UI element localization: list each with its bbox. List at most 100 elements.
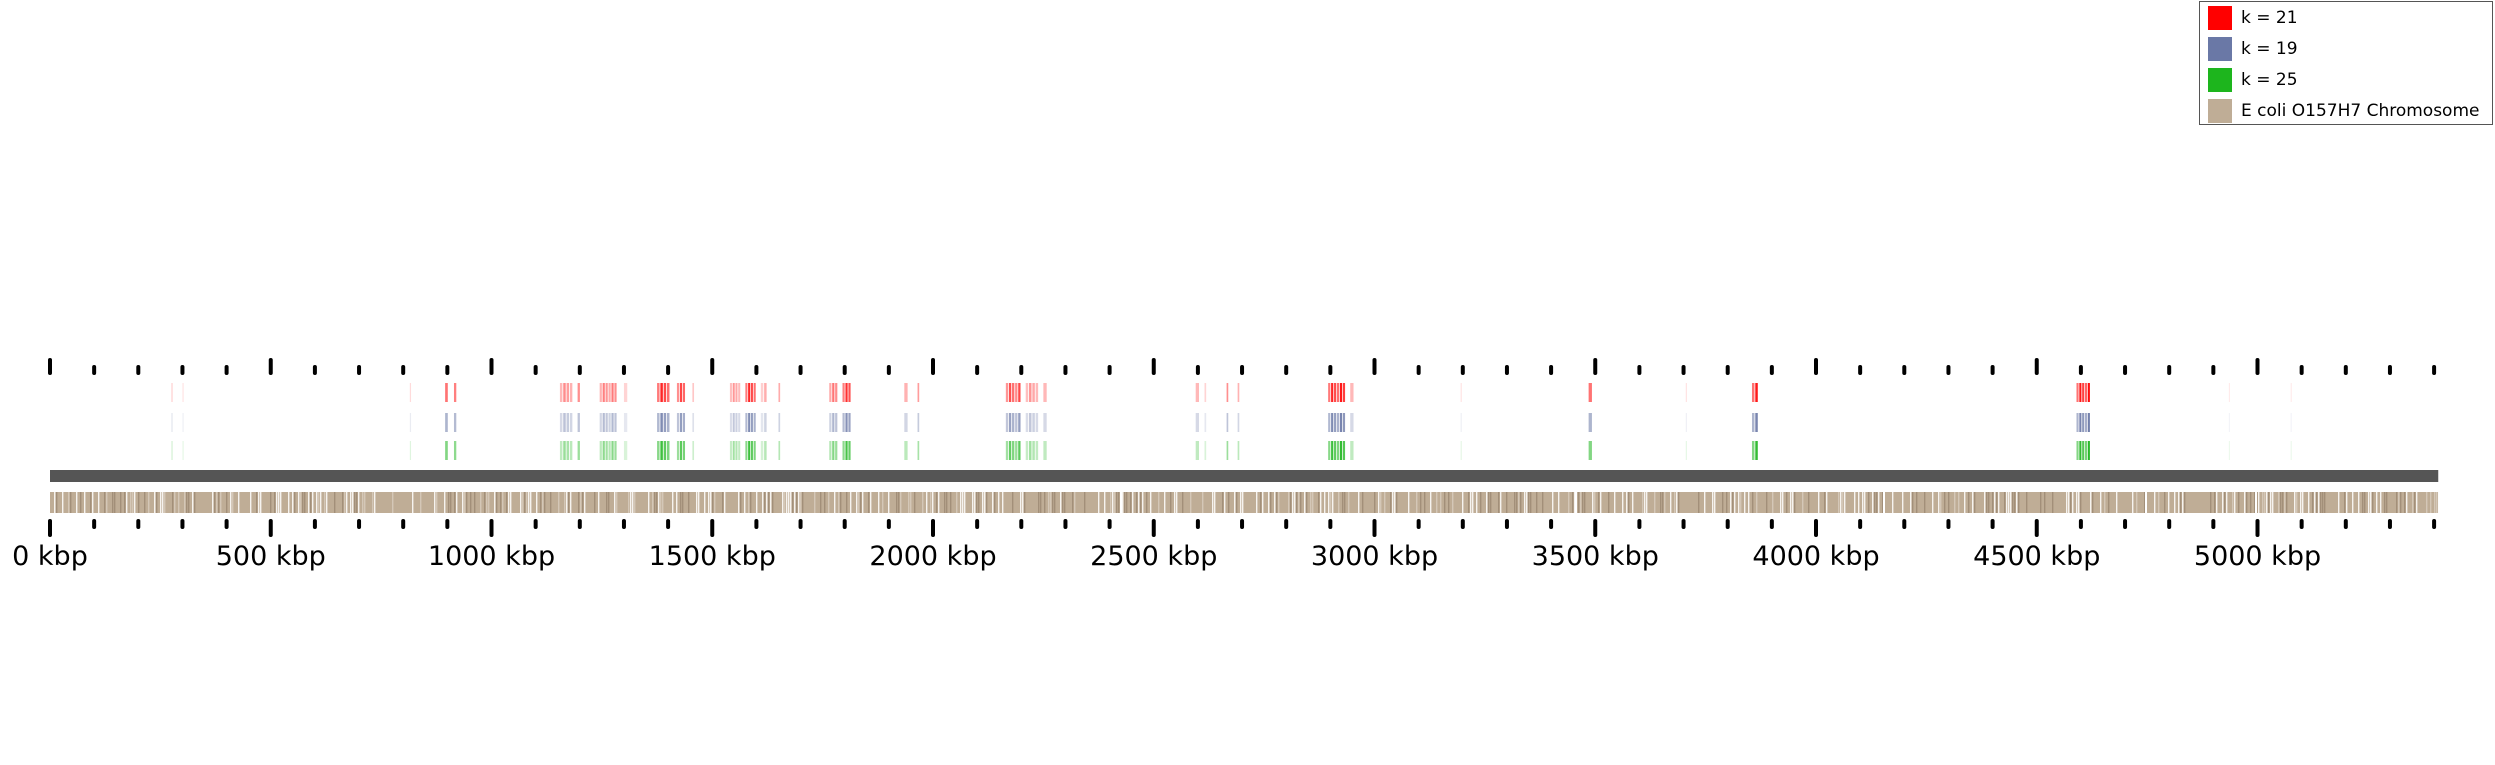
chromosome-stripe (1182, 492, 1184, 513)
chromosome-stripe (1304, 492, 1306, 513)
chromosome-stripe (1138, 492, 1140, 513)
chromosome-stripe (1660, 492, 1662, 513)
chromosome-stripe (1374, 492, 1376, 513)
chromosome-stripe (2174, 492, 2176, 513)
chromosome-stripe (1452, 492, 1454, 513)
top-minor-tick (886, 365, 891, 375)
k19-feature (666, 413, 670, 432)
chromosome-stripe (1578, 492, 1580, 513)
chromosome-stripe (1320, 492, 1322, 513)
legend-swatch-k25 (2208, 68, 2232, 92)
chromosome-stripe (1864, 492, 1866, 513)
chromosome-stripe (1390, 492, 1392, 513)
chromosome-stripe (54, 492, 56, 513)
chromosome-stripe (134, 492, 136, 513)
k25-feature (692, 441, 695, 460)
bottom-major-tick (931, 519, 935, 537)
k21-feature (676, 383, 680, 402)
chromosome-stripe (1654, 492, 1656, 513)
chromosome-stripe (126, 492, 128, 513)
bottom-minor-tick (401, 519, 406, 529)
chromosome-stripe (2426, 492, 2428, 513)
tick-label: 2000 kbp (869, 541, 996, 572)
top-minor-tick (577, 365, 582, 375)
k19-feature (663, 413, 667, 432)
k21-feature (2290, 383, 2292, 402)
bottom-major-tick (1372, 519, 1377, 537)
chromosome-stripe (2266, 492, 2268, 513)
k21-feature (666, 383, 670, 402)
k25-feature (559, 441, 563, 460)
k19-feature (1755, 413, 1758, 432)
chromosome-stripe (1256, 492, 1258, 513)
k19-feature (1204, 413, 1207, 432)
chromosome-stripe (750, 492, 752, 513)
chromosome-stripe (2178, 492, 2180, 513)
chromosome-stripe (2226, 492, 2228, 513)
chromosome-stripe (68, 492, 70, 513)
chromosome-stripe (2302, 492, 2304, 513)
chromosome-stripe (124, 492, 126, 513)
chromosome-stripe (2076, 492, 2078, 513)
chromosome-stripe (1932, 492, 1934, 513)
top-major-tick (1814, 358, 1818, 375)
chromosome-stripe (1038, 492, 1040, 513)
k25-feature (599, 441, 602, 460)
chromosome-stripe (462, 492, 464, 513)
k25-feature (1342, 441, 1346, 460)
chromosome-stripe (1012, 492, 1014, 513)
chromosome-stripe (2386, 492, 2388, 513)
chromosome-stripe (2396, 492, 2398, 513)
chromosome-stripe (1526, 492, 1528, 513)
chromosome-stripe (2398, 492, 2400, 513)
k25-feature (1226, 441, 1229, 460)
k19-feature (917, 413, 920, 432)
k25-feature (1195, 441, 1200, 460)
k21-feature (1018, 383, 1021, 402)
chromosome-stripe (1730, 492, 1732, 513)
k25-feature (577, 441, 580, 460)
chromosome-stripe (412, 492, 414, 513)
k19-feature (2079, 413, 2082, 432)
chromosome-stripe (1614, 492, 1616, 513)
k21-feature (738, 383, 741, 402)
k25-feature (738, 441, 741, 460)
chromosome-stripe (2400, 492, 2402, 513)
bottom-minor-tick (1902, 519, 1907, 529)
chromosome-stripe (1818, 492, 1820, 513)
chromosome-stripe (1310, 492, 1312, 513)
k21-feature (1043, 383, 1047, 402)
legend-label-k25: k = 25 (2241, 70, 2298, 90)
top-minor-tick (1504, 365, 1509, 375)
chromosome-stripe (454, 492, 456, 513)
chromosome-stripe (1072, 492, 1074, 513)
chromosome-stripe (230, 492, 232, 513)
bottom-minor-tick (92, 519, 97, 529)
chromosome-stripe (1714, 492, 1716, 513)
chromosome-stripe (794, 492, 796, 513)
k25-feature (2087, 441, 2090, 460)
chromosome-stripe (1234, 492, 1236, 513)
k21-feature (1588, 383, 1592, 402)
k25-feature (1334, 441, 1337, 460)
chromosome-stripe (862, 492, 864, 513)
chromosome-stripe (528, 492, 530, 513)
chromosome-stripe (1430, 492, 1432, 513)
chromosome-stripe (1396, 492, 1398, 513)
chromosome-stripe (356, 492, 358, 513)
chromosome-stripe (898, 492, 900, 513)
k25-feature (1025, 441, 1029, 460)
chromosome-stripe (62, 492, 64, 513)
chromosome-stripe (1276, 492, 1278, 513)
top-major-tick (48, 358, 52, 375)
k19-feature (1336, 413, 1340, 432)
chromosome-stripe (566, 492, 568, 513)
chromosome-stripe (1674, 492, 1676, 513)
k19-feature (409, 413, 412, 432)
chromosome-stripe (372, 492, 374, 513)
legend-swatch-chromosome (2208, 99, 2232, 123)
chromosome-stripe (1378, 492, 1380, 513)
legend-swatch-k19 (2208, 37, 2232, 61)
chromosome-stripe (112, 492, 114, 513)
k19-feature (1012, 413, 1015, 432)
